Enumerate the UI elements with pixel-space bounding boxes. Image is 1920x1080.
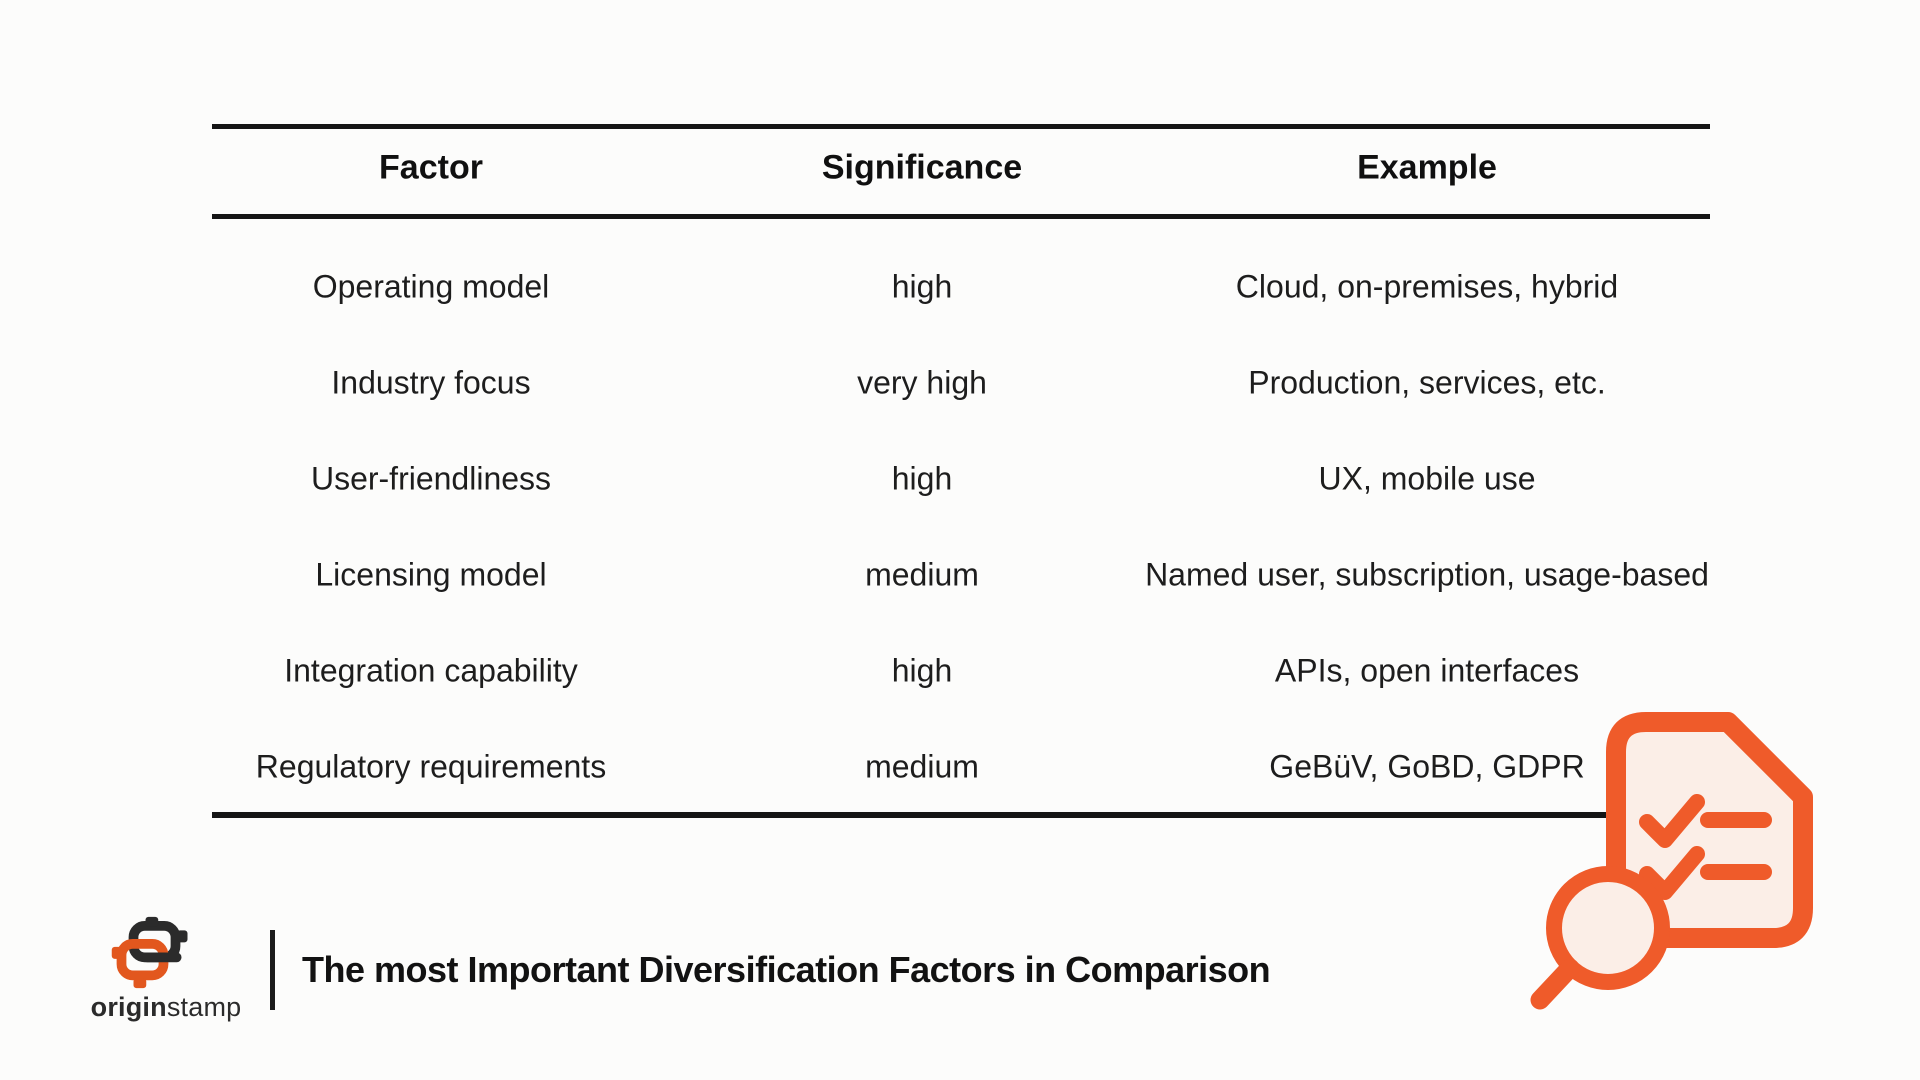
cell-example: UX, mobile use	[1318, 460, 1536, 497]
cell-example: APIs, open interfaces	[1274, 652, 1580, 689]
checkmark-icon	[1639, 794, 1705, 848]
cell-significance: high	[891, 460, 953, 497]
table-row: Operating model high Cloud, on-premises,…	[212, 263, 1710, 311]
cell-example: Production, services, etc.	[1248, 364, 1606, 401]
cell-significance: high	[891, 268, 953, 305]
cell-significance: medium	[865, 748, 979, 785]
document-checklist-magnifier-icon	[1530, 712, 1813, 1010]
table-header-row: Factor Significance Example	[212, 144, 1710, 192]
cell-factor: Licensing model	[315, 556, 547, 593]
cell-significance: very high	[857, 364, 987, 401]
cell-significance: medium	[865, 556, 979, 593]
table-row: Integration capability high APIs, open i…	[212, 647, 1710, 695]
table-row: User-friendliness high UX, mobile use	[212, 455, 1710, 503]
cell-factor: Regulatory requirements	[255, 748, 607, 785]
table-row: Industry focus very high Production, ser…	[212, 359, 1710, 407]
table-header-rule	[212, 214, 1710, 219]
cell-significance: high	[891, 652, 953, 689]
table-row: Licensing model medium Named user, subsc…	[212, 551, 1710, 599]
wordmark-origin: origin	[90, 992, 167, 1022]
magnifier-handle-icon	[1530, 958, 1580, 1010]
column-header-example: Example	[1357, 148, 1497, 187]
column-header-significance: Significance	[821, 148, 1023, 187]
cell-factor: Integration capability	[284, 652, 578, 689]
title-divider-bar	[270, 930, 275, 1010]
cell-example: Cloud, on-premises, hybrid	[1235, 268, 1619, 305]
magnifier-lens-icon	[1546, 866, 1670, 990]
page-title: The most Important Diversification Facto…	[302, 949, 1271, 990]
cell-example: GeBüV, GoBD, GDPR	[1269, 748, 1585, 785]
cell-example: Named user, subscription, usage-based	[1145, 556, 1709, 593]
cell-factor: Industry focus	[331, 364, 531, 401]
table-top-rule	[212, 124, 1710, 129]
originstamp-s-mark-icon	[111, 916, 188, 989]
table-bottom-rule	[212, 812, 1710, 818]
cell-factor: User-friendliness	[310, 460, 552, 497]
wordmark-stamp: stamp	[166, 992, 242, 1022]
column-header-factor: Factor	[379, 148, 483, 187]
cell-factor: Operating model	[312, 268, 550, 305]
originstamp-wordmark: originstamp	[86, 992, 246, 1023]
table-row: Regulatory requirements medium GeBüV, Go…	[212, 743, 1710, 791]
checkmark-icon	[1639, 846, 1705, 900]
